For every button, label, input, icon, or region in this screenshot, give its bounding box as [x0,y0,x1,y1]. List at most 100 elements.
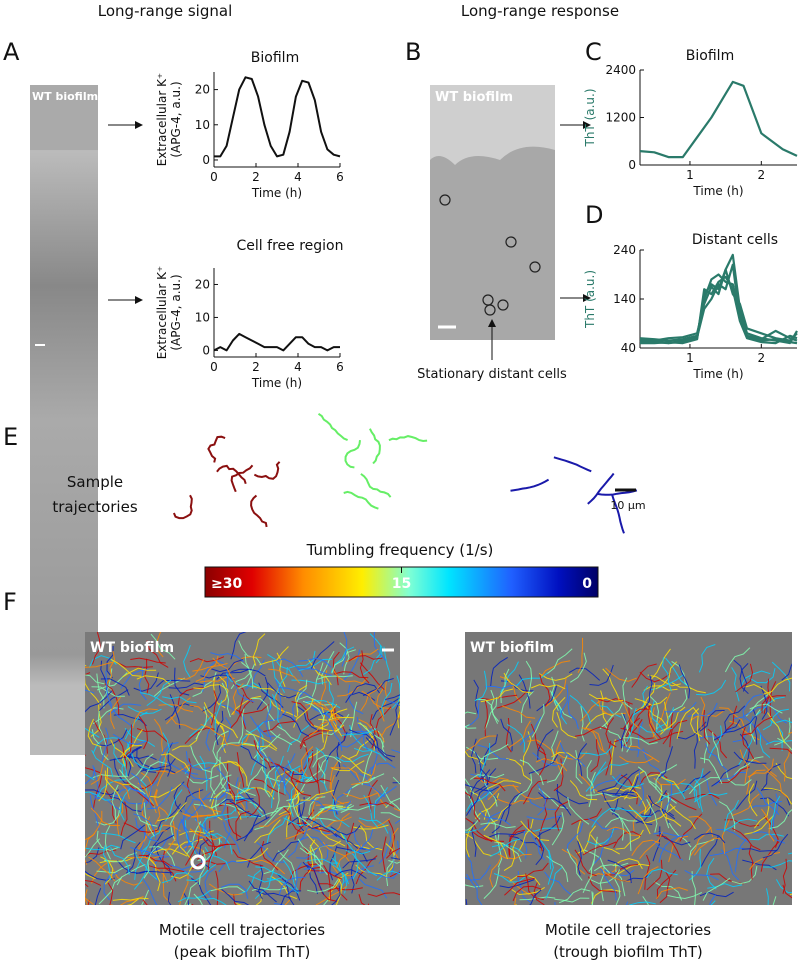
trajectory [211,659,243,673]
trajectory [149,783,182,798]
trajectory [724,819,760,827]
trajectory [104,852,138,863]
trajectory [300,750,314,785]
trajectory [270,782,280,817]
trajectory [684,869,719,881]
caption: (peak biofilm ThT) [174,943,311,961]
trajectory [392,776,400,785]
trajectory [519,759,544,786]
trajectory [589,664,614,686]
trajectory [375,706,392,737]
trajectory [351,773,385,789]
trajectory [248,880,277,903]
trajectory [85,838,100,858]
trajectory [272,840,301,862]
trajectory [92,775,103,810]
trajectory [478,810,511,826]
trajectory [663,701,697,713]
trajectory [137,830,168,848]
trajectory [381,682,393,717]
trajectory [328,872,349,902]
trajectory [290,771,312,797]
trajectory [731,667,740,702]
trajectory [772,793,779,829]
trajectory [483,734,498,766]
trajectory [658,831,691,846]
trajectory [85,661,114,669]
sample-trajectories [172,412,638,534]
x-axis-label: Time (h) [692,367,743,381]
trajectory [637,766,663,793]
trajectory [205,836,214,870]
trajectory [348,729,377,749]
trajectory [133,851,158,880]
trajectory [597,773,628,793]
trajectory [172,494,193,520]
trajectory [708,725,723,759]
trajectory [690,708,703,738]
trajectory [671,660,692,690]
trajectory [486,780,522,790]
trajectory [471,821,477,857]
trajectory [466,735,498,752]
trajectory [575,726,609,737]
trajectory [561,848,586,875]
trajectory [367,892,400,897]
trajectory [134,846,148,880]
trajectory [525,873,544,901]
trajectory [512,885,542,902]
trajectory [466,746,499,760]
trajectory [181,764,213,781]
trajectory [762,860,792,868]
trajectory [309,844,328,876]
trajectory [362,678,394,697]
trajectory [221,883,249,899]
trajectory [637,866,659,895]
microscopy-image [465,632,792,905]
trajectory [656,787,690,804]
trajectory [576,820,586,855]
trajectory [367,785,397,806]
trajectory [385,797,400,808]
trajectory [275,679,282,715]
trajectory [626,707,637,743]
trajectory [748,783,758,817]
trajectory [465,854,480,888]
trajectory [635,683,656,712]
trajectory [465,833,493,857]
trajectory [214,789,232,815]
trajectory [85,754,86,757]
trajectory [555,789,589,805]
trajectory [138,854,172,868]
trajectory [762,708,789,731]
trajectory [297,838,323,866]
trajectory [250,494,268,528]
trajectory [133,672,159,692]
trajectory [749,703,783,714]
trajectory [731,866,758,885]
trajectory [332,669,364,685]
trajectory [189,656,225,663]
trajectory [307,879,339,893]
trajectory-overlay [85,632,400,905]
trajectory [90,791,121,811]
x-tick-label: 2 [252,360,260,374]
trajectory [775,762,792,780]
trajectory [353,849,378,877]
trajectory [298,695,332,706]
trajectory [323,865,331,900]
panel-label: B [405,38,421,66]
trajectory [90,807,120,826]
trajectory [147,786,173,810]
trajectory [316,758,321,795]
trajectory [299,866,322,891]
trajectory [212,730,229,760]
trajectory [724,647,751,673]
trajectory [465,899,468,905]
trajectory [227,760,248,787]
trajectory [368,779,378,814]
trajectory [649,707,659,741]
trajectory [538,673,573,681]
trajectory [612,858,643,870]
